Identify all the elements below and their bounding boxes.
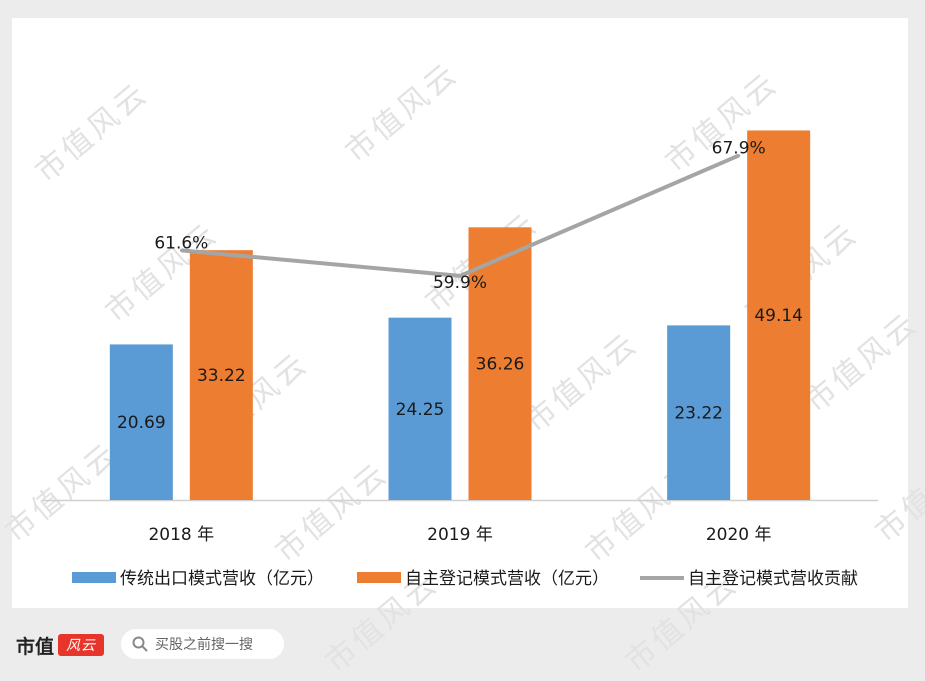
- x-tick-label: 2018 年: [148, 525, 214, 545]
- bar-self-registered-2: [747, 130, 811, 500]
- brand-name: 市值: [16, 635, 55, 658]
- data-label: 49.14: [754, 306, 803, 326]
- bar-traditional-2: [667, 325, 731, 500]
- x-tick-label: 2020 年: [706, 525, 772, 545]
- line-point: [179, 248, 183, 252]
- chart: 20.69 33.22 2018 年 24.25 36.26 2019 年 23.22 49.…: [42, 130, 878, 589]
- legend-label: 自主登记模式营收贡献: [688, 569, 858, 589]
- search-icon: [132, 636, 148, 652]
- data-label: 23.22: [674, 404, 723, 424]
- bar-traditional-1: [388, 317, 452, 500]
- line-point: [737, 154, 741, 158]
- legend-swatch: [72, 572, 116, 583]
- line-data-label: 61.6%: [154, 233, 208, 253]
- bar-traditional-0: [109, 344, 173, 500]
- brand-logo[interactable]: 市值 风云: [16, 632, 105, 658]
- legend-swatch: [357, 572, 401, 583]
- line-point: [458, 274, 462, 278]
- data-label: 20.69: [117, 413, 166, 433]
- search-input[interactable]: 买股之前搜一搜: [121, 629, 284, 659]
- search-placeholder: 买股之前搜一搜: [155, 637, 253, 653]
- contribution-line: [181, 153, 740, 278]
- data-label: 36.26: [476, 355, 525, 375]
- bar-self-registered-0: [189, 250, 253, 500]
- data-label: 24.25: [396, 400, 445, 420]
- data-label: 33.22: [197, 366, 246, 386]
- brand-seal: 风云: [58, 634, 105, 656]
- footer: 市值 风云 买股之前搜一搜: [0, 620, 925, 674]
- bar-self-registered-1: [468, 227, 532, 500]
- legend-label: 自主登记模式营收（亿元）: [405, 569, 609, 589]
- line-data-label: 59.9%: [433, 273, 487, 293]
- legend-label: 传统出口模式营收（亿元）: [120, 569, 324, 589]
- line-data-label: 67.9%: [712, 139, 766, 159]
- chart-card: 市值风云 市值风云 市值风云 市值风云 市值风云 市值风云 市值风云 市值风云 市值风云 市值风云…: [0, 18, 925, 680]
- x-tick-label: 2019 年: [427, 525, 493, 545]
